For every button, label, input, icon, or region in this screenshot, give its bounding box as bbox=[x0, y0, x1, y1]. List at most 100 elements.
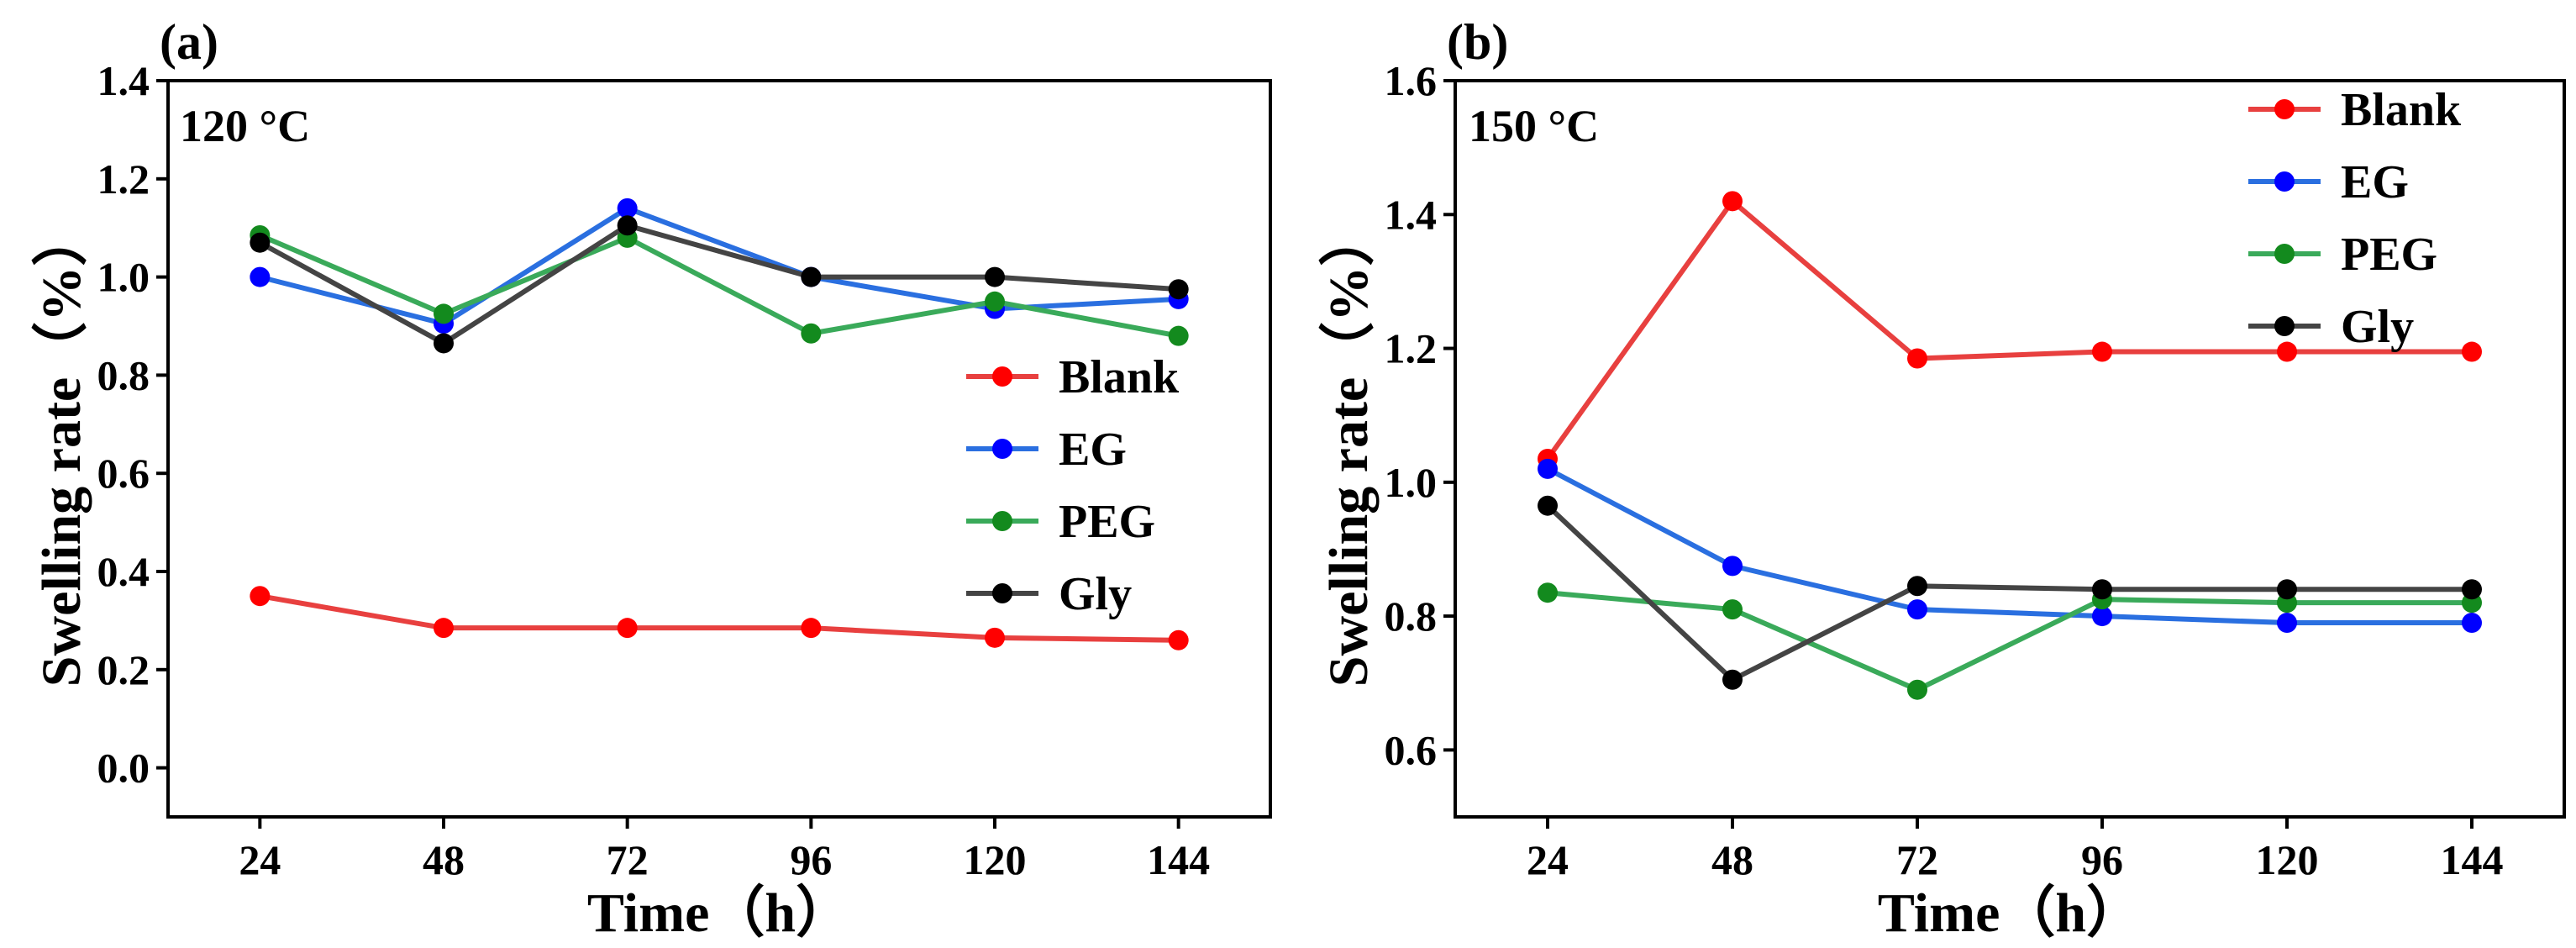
data-point-gly bbox=[434, 333, 454, 354]
data-point-gly bbox=[2462, 579, 2482, 600]
plot-frame bbox=[1454, 79, 2566, 819]
legend-marker-gly bbox=[992, 583, 1012, 603]
legend-label-gly: Gly bbox=[2341, 301, 2414, 353]
data-point-eg bbox=[2277, 613, 2297, 634]
y-tick-label: 1.4 bbox=[1385, 191, 1438, 238]
data-point-eg bbox=[250, 266, 271, 287]
legend: Blank EG PEG Gly bbox=[966, 351, 1180, 620]
legend: Blank EG PEG Gly bbox=[2248, 84, 2462, 353]
data-point-gly bbox=[801, 266, 822, 287]
chart-panel-a: 0.0 0.2 0.4 0.6 0.8 1.0 1.2 1.4 24 48 72 96 120 144 Ti… bbox=[30, 14, 1272, 944]
data-point-gly bbox=[1538, 495, 1558, 516]
data-point-peg bbox=[1538, 582, 1558, 603]
series-line-gly bbox=[258, 223, 1179, 346]
x-axis-title: Time（h） bbox=[587, 882, 851, 944]
y-tick-label: 0.6 bbox=[1385, 726, 1438, 773]
data-point-blank bbox=[617, 618, 638, 639]
legend-label-peg: PEG bbox=[2341, 229, 2437, 281]
data-point-blank bbox=[1168, 629, 1189, 650]
x-tick-label: 96 bbox=[2081, 836, 2123, 883]
data-point-eg bbox=[1907, 599, 1927, 620]
y-tick-label: 1.4 bbox=[97, 57, 150, 104]
chart-panel-b: 0.6 0.8 1.0 1.2 1.4 1.6 24 48 72 96 120 144 Time（h） S… bbox=[1317, 14, 2566, 944]
plot-frame bbox=[166, 79, 1272, 819]
legend-marker-blank bbox=[992, 366, 1012, 387]
series-line-peg bbox=[259, 233, 1180, 339]
x-tick-label: 72 bbox=[607, 836, 649, 883]
x-tick-label: 24 bbox=[1527, 836, 1569, 883]
data-point-eg bbox=[1722, 556, 1743, 577]
data-point-blank bbox=[250, 586, 271, 607]
x-tick-label: 72 bbox=[1896, 836, 1938, 883]
data-point-peg bbox=[985, 291, 1005, 312]
y-tick-label: 0.8 bbox=[1385, 592, 1438, 640]
x-tick-label: 96 bbox=[790, 836, 832, 883]
series-line-eg bbox=[259, 205, 1179, 327]
legend-marker-eg bbox=[992, 439, 1012, 459]
panel-label: (b) bbox=[1447, 14, 1508, 70]
data-point-blank bbox=[1907, 348, 1927, 369]
x-tick-label: 120 bbox=[964, 836, 1027, 883]
y-axis-title: Swelling rate（%） bbox=[30, 211, 92, 687]
legend-label-eg: EG bbox=[1059, 424, 1127, 476]
x-tick-label: 144 bbox=[2441, 836, 2504, 883]
series-line-eg bbox=[1546, 466, 2472, 626]
legend-marker-peg bbox=[992, 511, 1012, 531]
legend-label-blank: Blank bbox=[1059, 351, 1180, 403]
y-tick-label: 1.2 bbox=[1385, 325, 1438, 372]
data-point-gly bbox=[1168, 279, 1189, 300]
legend-label-gly: Gly bbox=[1059, 568, 1132, 620]
y-tick-label: 1.2 bbox=[97, 155, 150, 203]
temperature-annotation: 120 °C bbox=[180, 101, 310, 151]
data-point-gly bbox=[250, 232, 271, 253]
data-point-gly bbox=[1907, 576, 1927, 597]
series-line-blank bbox=[259, 593, 1179, 643]
legend-marker-blank bbox=[2274, 99, 2295, 119]
legend-label-eg: EG bbox=[2341, 156, 2409, 208]
data-point-peg bbox=[1907, 679, 1927, 700]
data-point-gly bbox=[617, 215, 638, 236]
y-tick-label: 1.6 bbox=[1385, 57, 1438, 104]
data-point-gly bbox=[1722, 669, 1743, 690]
legend-label-blank: Blank bbox=[2341, 84, 2462, 136]
legend-marker-peg bbox=[2274, 244, 2295, 264]
data-point-eg bbox=[2462, 613, 2482, 634]
data-point-peg bbox=[801, 323, 822, 344]
data-point-peg bbox=[434, 303, 454, 324]
legend-marker-gly bbox=[2274, 316, 2295, 336]
data-point-blank bbox=[2277, 341, 2297, 362]
data-point-gly bbox=[2092, 579, 2112, 600]
x-tick-label: 144 bbox=[1147, 836, 1210, 883]
y-tick-label: 0.8 bbox=[97, 351, 150, 398]
data-point-gly bbox=[985, 266, 1005, 287]
data-point-peg bbox=[1168, 325, 1189, 346]
y-tick-label: 0.2 bbox=[97, 646, 150, 693]
series-line-peg bbox=[1547, 590, 2472, 693]
y-tick-label: 1.0 bbox=[97, 254, 150, 301]
temperature-annotation: 150 °C bbox=[1469, 101, 1599, 151]
data-point-peg bbox=[1722, 599, 1743, 620]
data-point-blank bbox=[2462, 341, 2482, 362]
x-axis-title: Time（h） bbox=[1878, 882, 2142, 944]
data-point-eg bbox=[617, 198, 638, 219]
y-tick-label: 0.6 bbox=[97, 450, 150, 497]
data-point-blank bbox=[801, 618, 822, 639]
y-axis-title: Swelling rate（%） bbox=[1317, 211, 1380, 687]
y-tick-label: 0.4 bbox=[97, 548, 150, 595]
data-point-eg bbox=[1538, 458, 1558, 479]
data-point-blank bbox=[985, 627, 1005, 648]
panel-label: (a) bbox=[160, 14, 218, 70]
x-tick-label: 24 bbox=[239, 836, 281, 883]
x-tick-label: 120 bbox=[2256, 836, 2319, 883]
y-tick-label: 0.0 bbox=[97, 745, 150, 792]
data-point-blank bbox=[434, 618, 454, 639]
y-tick-label: 1.0 bbox=[1385, 459, 1438, 506]
data-point-blank bbox=[1722, 191, 1743, 212]
legend-label-peg: PEG bbox=[1059, 496, 1155, 548]
x-tick-label: 48 bbox=[423, 836, 465, 883]
data-point-blank bbox=[2092, 341, 2112, 362]
data-point-gly bbox=[2277, 579, 2297, 600]
data-point-eg bbox=[2092, 606, 2112, 627]
series-line-gly bbox=[1545, 503, 2472, 682]
